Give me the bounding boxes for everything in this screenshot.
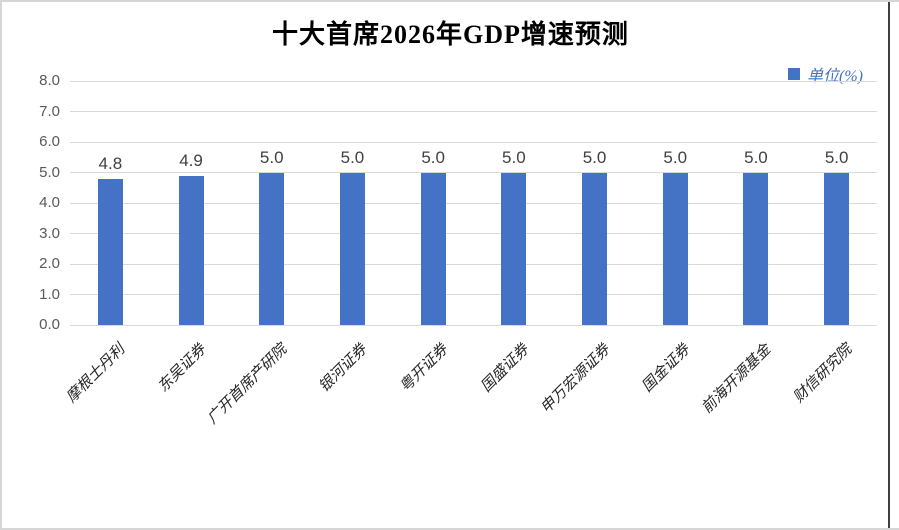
x-axis-category-label: 银河证券 (316, 341, 371, 396)
bar (743, 172, 769, 325)
bar-value-label: 5.0 (824, 147, 849, 167)
y-axis-tick-label: 7.0 (39, 102, 60, 120)
x-axis-category-label: 前海开源基金 (699, 341, 774, 417)
bar-value-label: 5.0 (421, 147, 445, 167)
bar (97, 178, 123, 325)
bar-value-label: 4.9 (179, 150, 203, 170)
y-axis-tick-label: 4.0 (39, 194, 60, 211)
bar (420, 172, 446, 325)
y-axis-tick-label: 8.0 (39, 72, 60, 89)
bar-value-label: 4.8 (98, 153, 123, 173)
bar-value-label: 5.0 (340, 147, 365, 167)
bar-value-label: 5.0 (744, 147, 768, 167)
x-axis-category-label: 申万宏源证券 (537, 341, 613, 417)
bar (501, 172, 527, 325)
x-axis-category-label: 国金证券 (639, 341, 694, 396)
y-axis-tick-label: 1.0 (39, 285, 60, 303)
bar (824, 172, 850, 325)
y-axis-tick-label: 3.0 (39, 224, 60, 242)
gridline (70, 80, 877, 82)
gridline (70, 172, 877, 173)
y-axis-tick-label: 0.0 (39, 316, 60, 333)
bar-value-label: 5.0 (259, 147, 284, 167)
gridline (70, 324, 877, 326)
bar-value-label: 5.0 (502, 147, 526, 167)
gridline (70, 294, 877, 295)
legend-swatch-icon (788, 68, 800, 80)
x-axis-category-label: 国盛证券 (478, 341, 532, 396)
gridline (70, 263, 877, 265)
bar (178, 175, 204, 325)
x-axis-category-label: 摩根士丹利 (64, 341, 129, 407)
gridline (70, 233, 877, 234)
bar (339, 172, 365, 325)
x-axis-category-label: 财信研究院 (790, 341, 855, 407)
bar (662, 172, 688, 325)
y-axis-tick-label: 6.0 (39, 133, 60, 150)
bar-value-label: 5.0 (582, 147, 607, 167)
y-axis-tick-label: 2.0 (39, 255, 60, 272)
gridline (70, 202, 877, 204)
chart-title: 十大首席2026年GDP增速预测 (272, 20, 629, 49)
x-axis-category-label: 东吴证券 (155, 341, 210, 396)
gridline (70, 141, 877, 143)
y-axis-tick-label: 5.0 (39, 163, 60, 181)
plot-area: 0.0 1.0 2.0 3.0 4.0 5.0 6.0 7.0 8.0 4.8 摩根士丹利 4.9 东吴… (39, 72, 877, 427)
x-axis-category-label: 粤开证券 (397, 341, 452, 396)
bar (259, 172, 285, 325)
window-right-edge-line (888, 2, 890, 528)
bar-value-label: 5.0 (663, 147, 688, 167)
bar (582, 172, 608, 325)
gridline (70, 111, 877, 112)
x-axis-category-label: 广开首席产研院 (204, 341, 290, 428)
